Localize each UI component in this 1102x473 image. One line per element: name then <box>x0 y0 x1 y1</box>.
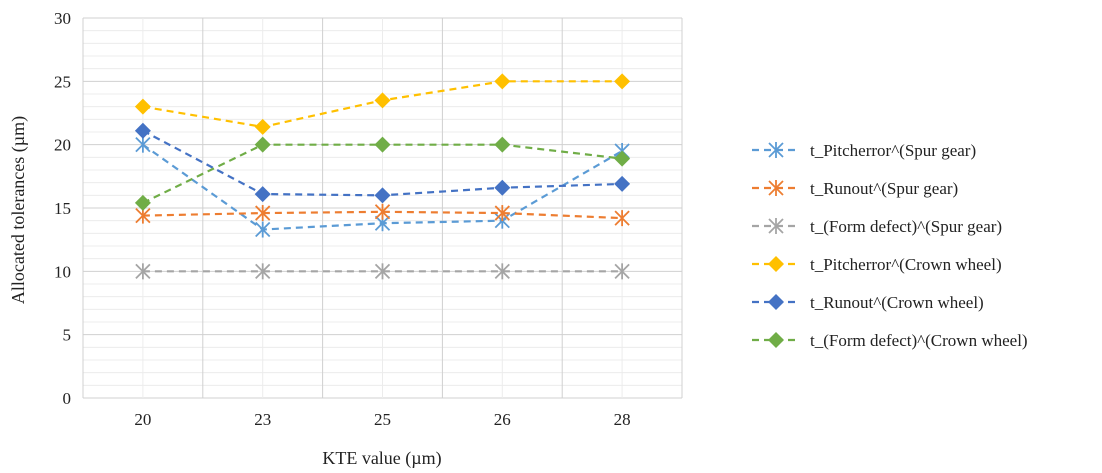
series-line <box>142 210 623 220</box>
data-point-asterisk <box>135 263 151 280</box>
y-tick-label: 20 <box>54 136 71 155</box>
data-point-diamond <box>494 179 511 196</box>
data-point-asterisk <box>374 263 391 280</box>
legend-label: t_(Form defect)^(Crown wheel) <box>810 331 1028 350</box>
data-point-asterisk <box>614 210 630 227</box>
data-point-asterisk <box>374 203 391 220</box>
data-point-diamond <box>134 194 151 211</box>
series-3 <box>135 263 630 280</box>
data-point-asterisk <box>255 221 271 238</box>
data-point-asterisk <box>255 205 271 222</box>
x-tick-label: 25 <box>374 410 391 429</box>
legend-item-3: t_(Form defect)^(Spur gear) <box>752 217 1002 236</box>
data-point-diamond <box>254 186 271 203</box>
legend-label: t_Pitcherror^(Spur gear) <box>810 141 976 160</box>
x-tick-label: 20 <box>134 410 151 429</box>
y-tick-label: 0 <box>63 389 72 408</box>
data-point-asterisk <box>768 218 784 234</box>
data-point-diamond <box>374 92 391 109</box>
y-tick-label: 30 <box>54 9 71 28</box>
data-point-diamond <box>494 73 511 90</box>
data-point-diamond <box>134 122 151 139</box>
axes: 0 5 10 15 20 25 30 20 23 25 26 28 <box>54 9 631 429</box>
legend-item-2: t_Runout^(Spur gear) <box>752 179 958 198</box>
series-1 <box>135 136 630 238</box>
y-tick-label: 25 <box>54 72 71 91</box>
x-tick-label: 26 <box>494 410 511 429</box>
data-point-diamond <box>374 136 391 153</box>
series-4 <box>134 73 631 135</box>
data-point-diamond <box>614 175 631 192</box>
legend: t_Pitcherror^(Spur gear) t_Runout^(Spur g… <box>752 141 1028 350</box>
legend-label: t_Runout^(Spur gear) <box>810 179 958 198</box>
data-point-asterisk <box>768 142 784 158</box>
legend-item-6: t_(Form defect)^(Crown wheel) <box>752 331 1028 350</box>
x-tick-label: 28 <box>614 410 631 429</box>
data-point-diamond <box>614 73 631 90</box>
series <box>134 73 631 280</box>
data-point-asterisk <box>135 136 151 153</box>
series-5 <box>134 122 631 204</box>
legend-label: t_(Form defect)^(Spur gear) <box>810 217 1002 236</box>
legend-item-5: t_Runout^(Crown wheel) <box>752 293 984 312</box>
data-point-diamond <box>254 118 271 135</box>
y-tick-label: 15 <box>54 199 71 218</box>
y-tick-label: 5 <box>63 326 72 345</box>
data-point-diamond <box>494 136 511 153</box>
series-6 <box>134 136 631 211</box>
legend-item-4: t_Pitcherror^(Crown wheel) <box>752 255 1002 274</box>
data-point-asterisk <box>255 263 271 280</box>
x-axis-title: KTE value (µm) <box>322 448 441 469</box>
legend-label: t_Runout^(Crown wheel) <box>810 293 984 312</box>
data-point-diamond <box>254 136 271 153</box>
series-2 <box>135 203 630 227</box>
data-point-diamond <box>374 187 391 204</box>
y-axis-title: Allocated tolerances (µm) <box>8 116 29 304</box>
data-point-asterisk <box>768 180 784 196</box>
data-point-diamond <box>768 256 784 272</box>
legend-label: t_Pitcherror^(Crown wheel) <box>810 255 1002 274</box>
data-point-diamond <box>768 332 784 348</box>
x-tick-label: 23 <box>254 410 271 429</box>
y-tick-label: 10 <box>54 262 71 281</box>
data-point-diamond <box>134 98 151 115</box>
data-point-diamond <box>614 150 631 167</box>
data-point-asterisk <box>494 263 510 280</box>
data-point-diamond <box>768 294 784 310</box>
legend-item-1: t_Pitcherror^(Spur gear) <box>752 141 976 160</box>
data-point-asterisk <box>614 263 630 280</box>
data-point-asterisk <box>494 205 510 222</box>
